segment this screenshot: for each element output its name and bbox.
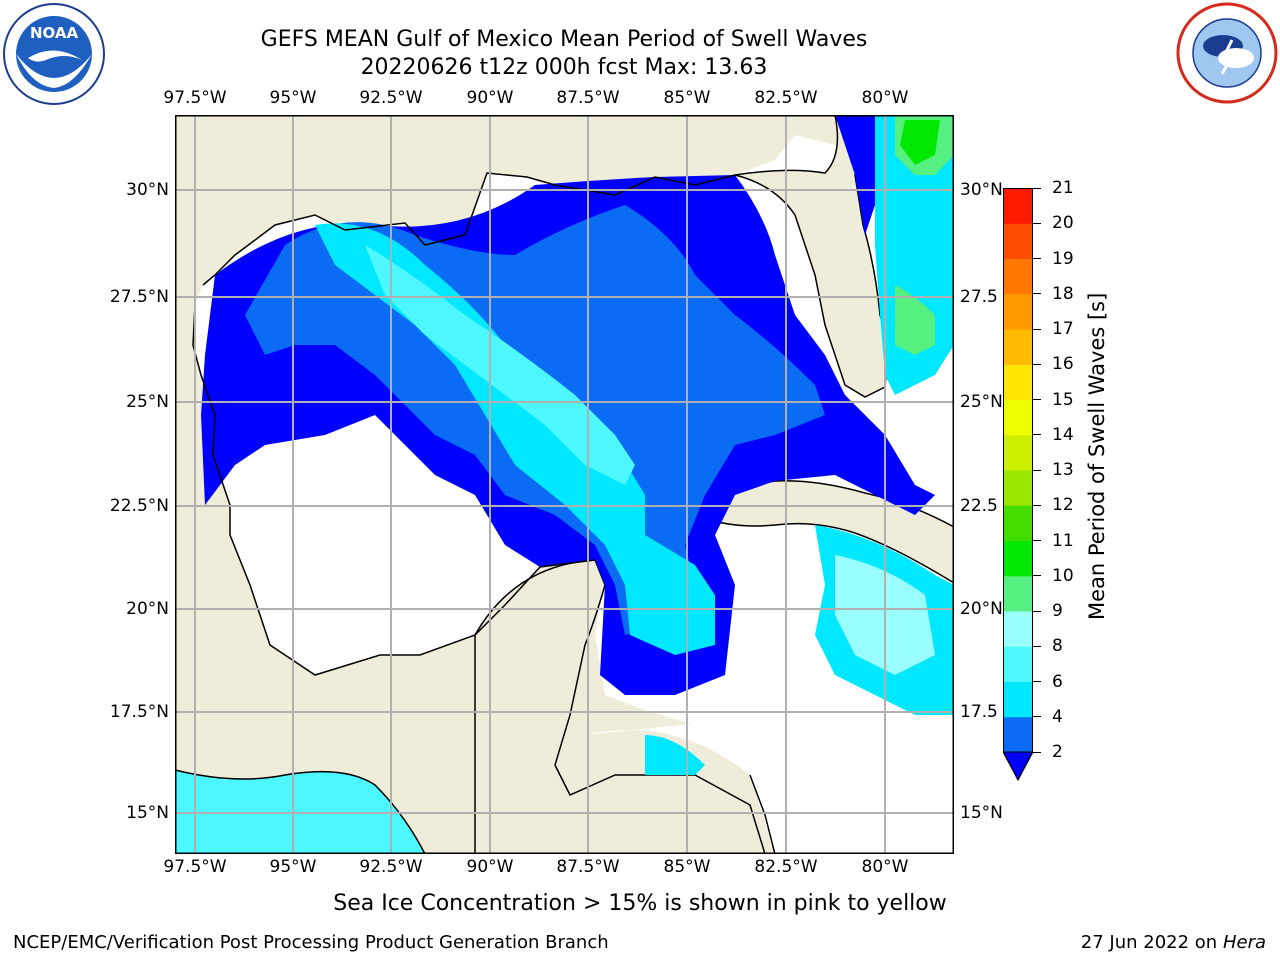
colorbar-tick-label: 17	[1052, 319, 1074, 339]
lat-tick-left: 15°N	[126, 803, 169, 823]
lon-tick-top: 95°W	[269, 88, 317, 108]
lat-tick-left: 27.5°N	[109, 287, 169, 307]
colorbar-frame	[1003, 188, 1033, 782]
lon-tick-bottom: 82.5°W	[754, 857, 818, 877]
colorbar-tick-label: 14	[1052, 424, 1074, 445]
colorbar-tick-mark	[1033, 187, 1041, 189]
lon-tick-bottom: 87.5°W	[556, 857, 620, 877]
colorbar-tick-mark	[1033, 293, 1041, 295]
lon-tick-top: 92.5°W	[359, 88, 423, 108]
colorbar-tick-mark	[1033, 681, 1041, 682]
lat-tick-right: 30°N	[960, 180, 1003, 200]
lat-tick-left: 20°N	[126, 599, 169, 619]
colorbar-segment	[1003, 540, 1033, 577]
colorbar-tick-label: 19	[1052, 248, 1074, 269]
lat-tick-left: 25°N	[126, 392, 169, 412]
colorbar-tick-mark	[1033, 399, 1041, 400]
colorbar-tick-mark	[1033, 575, 1041, 577]
colorbar-tick-mark	[1033, 222, 1041, 224]
colorbar-tick-label: 12	[1052, 495, 1074, 516]
run-host: Hera	[1222, 932, 1266, 953]
lon-tick-top: 87.5°W	[556, 88, 620, 108]
colorbar-segment	[1003, 681, 1033, 718]
colorbar-segment	[1003, 364, 1033, 400]
lat-tick-right: 15°N	[960, 803, 1003, 823]
run-date-text: 27 Jun 2022	[1080, 932, 1190, 953]
colorbar-segment	[1003, 329, 1033, 365]
colorbar-tick-mark	[1033, 434, 1041, 436]
lat-tick-right: 17.5	[960, 702, 998, 722]
lat-tick-right: 20°N	[960, 599, 1003, 619]
lon-tick-bottom: 85°W	[663, 857, 711, 877]
colorbar-tick-mark	[1033, 716, 1041, 718]
lon-tick-top: 90°W	[466, 88, 514, 108]
colorbar-tick-label: 6	[1052, 671, 1063, 692]
lon-tick-top: 85°W	[663, 88, 711, 108]
colorbar-segment	[1003, 223, 1033, 259]
yucatan-peninsula	[474, 559, 766, 854]
title-line-1: GEFS MEAN Gulf of Mexico Mean Period of …	[260, 27, 868, 52]
colorbar-segment	[1003, 470, 1033, 506]
colorbar-tick-label: 13	[1052, 460, 1074, 480]
lon-tick-bottom: 97.5°W	[163, 857, 227, 877]
lon-tick-bottom: 95°W	[269, 857, 317, 877]
colorbar-tick-mark	[1033, 258, 1041, 259]
colorbar-tick-label: 4	[1052, 706, 1063, 727]
colorbar-segment	[1003, 258, 1033, 295]
noaa-logo-text: NOAA	[30, 24, 79, 42]
noaa-logo-icon: NOAA	[2, 2, 106, 106]
colorbar-segment	[1003, 293, 1033, 330]
colorbar-tick-label: 16	[1052, 354, 1074, 375]
run-on-word: on	[1194, 932, 1218, 953]
lon-tick-top: 97.5°W	[163, 88, 227, 108]
colorbar-tick-mark	[1033, 328, 1041, 330]
lat-tick-right: 25°N	[960, 392, 1003, 412]
colorbar-segment	[1003, 188, 1033, 224]
colorbar-tick-label: 15	[1052, 389, 1074, 410]
colorbar-tick-label: 21	[1052, 178, 1074, 198]
graticule	[175, 115, 954, 854]
colorbar-segment	[1003, 434, 1033, 471]
colorbar-label: Mean Period of Swell Waves [s]	[1085, 292, 1109, 620]
lon-tick-bottom: 92.5°W	[359, 857, 423, 877]
colorbar	[1002, 188, 1034, 782]
colorbar-segment	[1003, 716, 1033, 753]
map-frame	[175, 115, 954, 854]
lat-tick-right: 22.5	[960, 496, 998, 516]
lon-tick-top: 80°W	[861, 88, 909, 108]
colorbar-segment	[1003, 646, 1033, 682]
colorbar-tick-mark	[1033, 363, 1041, 365]
colorbar-tick-mark	[1033, 645, 1041, 647]
colorbar-tick-mark	[1033, 751, 1041, 753]
colorbar-tick-mark	[1033, 540, 1041, 541]
lon-tick-bottom: 90°W	[466, 857, 514, 877]
colorbar-tick-mark	[1033, 504, 1041, 506]
colorbar-segment	[1003, 575, 1033, 612]
lat-tick-left: 22.5°N	[109, 496, 169, 516]
colorbar-tick-label: 20	[1052, 213, 1074, 234]
lon-tick-top: 82.5°W	[754, 88, 818, 108]
title-line-2: 20220626 t12z 000h fcst Max: 13.63	[360, 55, 768, 80]
colorbar-extend-arrow	[1002, 751, 1034, 782]
run-date: 27 Jun 2022 on Hera	[1081, 932, 1266, 953]
credit-text: NCEP/EMC/Verification Post Processing Pr…	[13, 932, 609, 953]
lon-tick-bottom: 80°W	[861, 857, 909, 877]
colorbar-tick-label: 9	[1052, 601, 1063, 621]
colorbar-segment	[1003, 505, 1033, 541]
colorbar-tick-label: 2	[1052, 742, 1063, 762]
lat-tick-left: 30°N	[126, 180, 169, 200]
sea-ice-caption: Sea Ice Concentration > 15% is shown in …	[333, 891, 947, 916]
colorbar-tick-label: 11	[1052, 530, 1074, 551]
colorbar-segment	[1003, 399, 1033, 436]
lat-tick-left: 17.5°N	[109, 702, 169, 722]
colorbar-tick-label: 18	[1052, 283, 1074, 304]
lat-tick-right: 27.5	[960, 287, 998, 307]
colorbar-tick-label: 8	[1052, 636, 1063, 657]
colorbar-tick-mark	[1033, 610, 1041, 612]
map-panel	[175, 115, 954, 854]
colorbar-tick-mark	[1033, 469, 1041, 471]
colorbar-tick-label: 10	[1052, 565, 1074, 586]
colorbar-segment	[1003, 611, 1033, 647]
nws-logo-icon	[1176, 2, 1278, 104]
